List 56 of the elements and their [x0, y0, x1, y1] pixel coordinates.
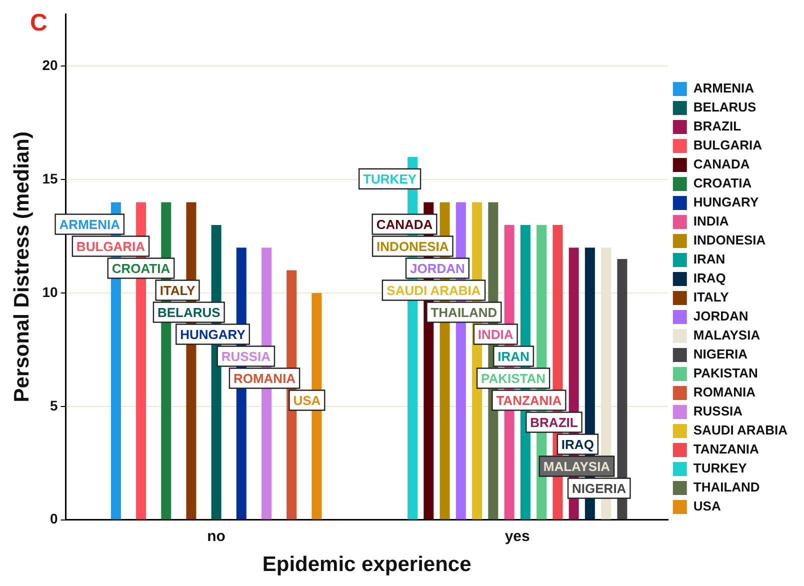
y-axis-title: Personal Distress (median): [10, 132, 34, 402]
text: ITALY: [160, 282, 196, 298]
legend-label: INDONESIA: [693, 232, 766, 248]
legend-label: HUNGARY: [693, 194, 759, 210]
text: IRAQ: [561, 436, 594, 452]
text: THAILAND: [430, 304, 498, 320]
legend-label: IRAQ: [693, 270, 726, 286]
legend-label: PAKISTAN: [693, 366, 758, 381]
legend-label: TANZANIA: [693, 442, 760, 457]
y-tick-label: 10: [42, 284, 58, 300]
y-tick-label: 5: [50, 397, 58, 414]
y-tick-label: 0: [50, 510, 58, 527]
x-tick-label: no: [207, 528, 226, 545]
text: BRAZIL: [530, 414, 578, 430]
text: RUSSIA: [221, 348, 270, 364]
text: JORDAN: [410, 260, 465, 276]
text: C: [30, 10, 48, 37]
legend-label: NIGERIA: [693, 346, 748, 362]
text: BULGARIA: [76, 238, 146, 254]
legend-label: INDIA: [693, 214, 730, 229]
legend-label: ARMENIA: [693, 80, 755, 96]
legend-label: BRAZIL: [693, 118, 742, 134]
text: SAUDI ARABIA: [386, 282, 481, 298]
text: IRAN: [498, 348, 530, 364]
legend-label: THAILAND: [693, 480, 760, 495]
legend-label: ITALY: [693, 290, 730, 305]
text: HUNGARY: [180, 326, 246, 342]
legend-label: BULGARIA: [693, 138, 763, 153]
text: CANADA: [376, 216, 433, 232]
legend-label: JORDAN: [693, 308, 748, 324]
text: INDIA: [478, 326, 514, 342]
text: ROMANIA: [233, 370, 296, 386]
text: CROATIA: [112, 260, 170, 276]
text: BELARUS: [157, 304, 220, 320]
y-tick-label: 15: [42, 170, 58, 186]
x-axis-title: Epidemic experience: [262, 553, 472, 576]
legend-label: BELARUS: [693, 100, 757, 115]
legend-label: ROMANIA: [693, 384, 756, 400]
legend-label: TURKEY: [693, 460, 748, 476]
text: TANZANIA: [496, 392, 562, 408]
text: INDONESIA: [376, 238, 449, 254]
text: PAKISTAN: [481, 370, 546, 386]
text: MALAYSIA: [543, 458, 610, 474]
text: ARMENIA: [59, 216, 120, 232]
x-tick-label: yes: [504, 528, 530, 545]
legend-label: SAUDI ARABIA: [693, 422, 788, 438]
text: NIGERIA: [572, 480, 626, 496]
legend-label: RUSSIA: [693, 404, 744, 419]
legend-label: MALAYSIA: [693, 328, 761, 343]
legend-label: CROATIA: [693, 176, 752, 191]
legend-label: IRAN: [693, 252, 726, 267]
y-tick-label: 20: [42, 57, 58, 74]
legend-label: USA: [693, 498, 722, 514]
text: USA: [293, 392, 321, 408]
legend-label: CANADA: [693, 156, 750, 172]
text: TURKEY: [363, 171, 417, 186]
